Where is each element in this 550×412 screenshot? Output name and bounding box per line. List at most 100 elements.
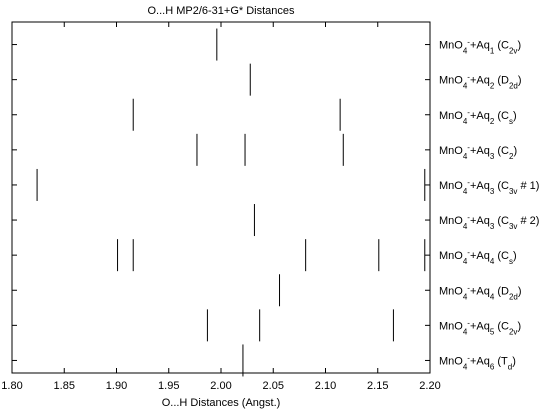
label-part: d (508, 362, 512, 371)
x-tick-label: 1.80 (1, 380, 22, 392)
label-part: ) (518, 75, 522, 87)
label-part: 4 (463, 186, 468, 195)
label-part: - (467, 353, 470, 362)
label-part: +Aq (470, 320, 490, 332)
label-part: - (467, 213, 470, 222)
label-part: +Aq (470, 285, 490, 297)
label-part: +Aq (470, 110, 490, 122)
label-part: 3v (509, 222, 517, 231)
label-part: ) (512, 355, 516, 367)
chart-title: O...H MP2/6-31+G* Distances (147, 5, 295, 17)
category-label: MnO4-+Aq3 (C3v # 1) (439, 177, 539, 195)
label-part: 3 (490, 186, 495, 195)
label-part: ) (513, 250, 517, 262)
label-part: - (467, 283, 470, 292)
x-tick-label: 2.20 (419, 380, 440, 392)
category-label: MnO4-+Aq4 (Cs) (439, 248, 517, 266)
label-part: 2 (490, 81, 495, 90)
label-part: 5 (490, 327, 495, 336)
label-part: 4 (463, 257, 468, 266)
label-part: 3 (490, 222, 495, 231)
label-part: 4 (490, 292, 495, 301)
label-part: (C (494, 145, 509, 157)
label-part: 4 (463, 81, 468, 90)
label-part: - (467, 177, 470, 186)
label-part: - (467, 248, 470, 257)
label-part: (T (494, 355, 508, 367)
label-part: ) (517, 40, 521, 52)
label-part: +Aq (470, 250, 490, 262)
label-part: MnO (439, 145, 463, 157)
category-label: MnO4-+Aq6 (Td) (439, 353, 516, 371)
x-axis-label: O...H Distances (Angst.) (162, 397, 281, 409)
label-part: 4 (463, 116, 468, 125)
label-part: 1 (490, 46, 495, 55)
label-part: 2d (509, 292, 518, 301)
category-label: MnO4-+Aq3 (C2) (439, 142, 517, 160)
label-part: 3 (490, 151, 495, 160)
label-part: 2d (509, 81, 518, 90)
label-part: 4 (463, 327, 468, 336)
label-part: MnO (439, 110, 463, 122)
label-part: # 1) (517, 180, 539, 192)
label-part: (D (494, 75, 509, 87)
category-label: MnO4-+Aq3 (C3v # 2) (439, 213, 539, 231)
label-part: MnO (439, 180, 463, 192)
category-label: MnO4-+Aq2 (Cs) (439, 107, 517, 125)
category-label: MnO4-+Aq1 (C2v) (439, 37, 521, 55)
label-part: ) (518, 285, 522, 297)
label-part: MnO (439, 320, 463, 332)
label-part: MnO (439, 40, 463, 52)
label-part: s (509, 257, 513, 266)
label-part: s (509, 116, 513, 125)
label-part: ) (513, 110, 517, 122)
x-tick-label: 1.90 (106, 380, 127, 392)
label-part: - (467, 142, 470, 151)
label-part: 2v (509, 46, 517, 55)
label-part: - (467, 318, 470, 327)
label-part: ) (513, 145, 517, 157)
label-part: 4 (463, 222, 468, 231)
label-part: 2v (509, 327, 517, 336)
label-part: (D (494, 285, 509, 297)
label-part: ) (517, 320, 521, 332)
label-part: MnO (439, 355, 463, 367)
x-tick-label: 2.05 (263, 380, 284, 392)
label-part: (C (494, 180, 509, 192)
label-part: (C (494, 40, 509, 52)
label-part: +Aq (470, 180, 490, 192)
label-part: 6 (490, 362, 495, 371)
label-part: 4 (463, 151, 468, 160)
label-part: +Aq (470, 355, 490, 367)
label-part: +Aq (470, 145, 490, 157)
label-part: 4 (463, 46, 468, 55)
label-part: # 2) (517, 215, 539, 227)
label-part: MnO (439, 250, 463, 262)
label-part: 2 (490, 116, 495, 125)
label-part: +Aq (470, 40, 490, 52)
label-part: 4 (463, 292, 468, 301)
x-tick-label: 2.10 (315, 380, 336, 392)
label-part: MnO (439, 215, 463, 227)
label-part: MnO (439, 285, 463, 297)
label-part: (C (494, 320, 509, 332)
label-part: +Aq (470, 75, 490, 87)
label-part: 4 (463, 362, 468, 371)
label-part: 4 (490, 257, 495, 266)
category-label: MnO4-+Aq4 (D2d) (439, 283, 522, 301)
x-tick-label: 2.15 (367, 380, 388, 392)
label-part: 3v (509, 186, 517, 195)
x-tick-label: 2.00 (210, 380, 231, 392)
label-part: +Aq (470, 215, 490, 227)
x-tick-label: 1.95 (158, 380, 179, 392)
label-part: - (467, 107, 470, 116)
x-tick-label: 1.85 (54, 380, 75, 392)
category-label: MnO4-+Aq5 (C2v) (439, 318, 521, 336)
label-part: (C (494, 110, 509, 122)
label-part: (C (494, 215, 509, 227)
category-label: MnO4-+Aq2 (D2d) (439, 72, 522, 90)
label-part: 2 (509, 151, 514, 160)
label-part: (C (494, 250, 509, 262)
